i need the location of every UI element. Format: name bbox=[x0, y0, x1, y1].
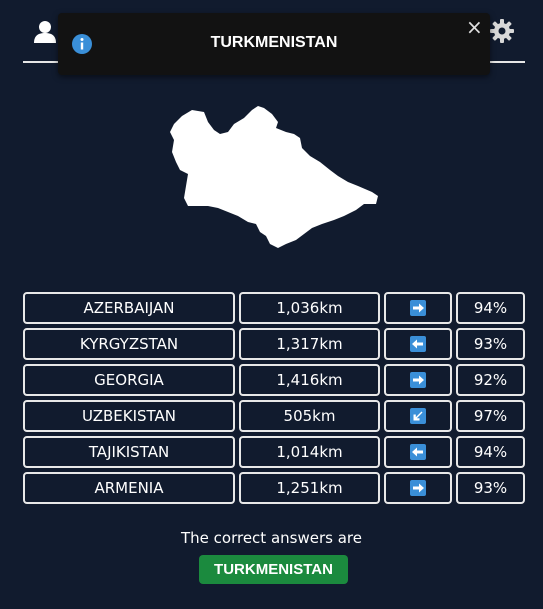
arrow-right-icon bbox=[410, 480, 426, 496]
guess-table: AZERBAIJAN 1,036km 94% KYRGYZSTAN 1,317km 93%… bbox=[23, 292, 525, 508]
guess-row: GEORGIA 1,416km 92% bbox=[23, 364, 525, 396]
arrow-left-icon bbox=[410, 336, 426, 352]
guess-country: ARMENIA bbox=[23, 472, 235, 504]
guess-row: ARMENIA 1,251km 93% bbox=[23, 472, 525, 504]
guess-country: AZERBAIJAN bbox=[23, 292, 235, 324]
guess-row: TAJIKISTAN 1,014km 94% bbox=[23, 436, 525, 468]
guess-country: KYRGYZSTAN bbox=[23, 328, 235, 360]
guess-proximity: 93% bbox=[456, 328, 525, 360]
guess-proximity: 93% bbox=[456, 472, 525, 504]
guess-direction bbox=[384, 292, 452, 324]
guess-proximity: 94% bbox=[456, 436, 525, 468]
gear-icon[interactable] bbox=[489, 18, 515, 44]
arrow-left-icon bbox=[410, 444, 426, 460]
user-icon[interactable] bbox=[34, 20, 56, 44]
info-icon bbox=[72, 34, 92, 54]
toast-notification: TURKMENISTAN × bbox=[58, 13, 490, 75]
guess-distance: 1,317km bbox=[239, 328, 380, 360]
guess-proximity: 92% bbox=[456, 364, 525, 396]
correct-answer-badge: TURKMENISTAN bbox=[199, 555, 348, 584]
guess-distance: 1,014km bbox=[239, 436, 380, 468]
arrow-right-icon bbox=[410, 300, 426, 316]
toast-title: TURKMENISTAN bbox=[210, 34, 338, 51]
guess-row: AZERBAIJAN 1,036km 94% bbox=[23, 292, 525, 324]
guess-country: GEORGIA bbox=[23, 364, 235, 396]
guess-row: KYRGYZSTAN 1,317km 93% bbox=[23, 328, 525, 360]
guess-row: UZBEKISTAN 505km 97% bbox=[23, 400, 525, 432]
close-button[interactable]: × bbox=[466, 15, 483, 39]
guess-country: UZBEKISTAN bbox=[23, 400, 235, 432]
guess-distance: 505km bbox=[239, 400, 380, 432]
guess-direction bbox=[384, 328, 452, 360]
guess-direction bbox=[384, 400, 452, 432]
guess-distance: 1,036km bbox=[239, 292, 380, 324]
arrow-right-icon bbox=[410, 372, 426, 388]
guess-proximity: 94% bbox=[456, 292, 525, 324]
arrow-down-left-icon bbox=[410, 408, 426, 424]
result-message: The correct answers are bbox=[181, 529, 362, 547]
country-silhouette bbox=[170, 106, 378, 248]
guess-distance: 1,416km bbox=[239, 364, 380, 396]
guess-proximity: 97% bbox=[456, 400, 525, 432]
guess-direction bbox=[384, 472, 452, 504]
guess-direction bbox=[384, 364, 452, 396]
guess-country: TAJIKISTAN bbox=[23, 436, 235, 468]
guess-direction bbox=[384, 436, 452, 468]
guess-distance: 1,251km bbox=[239, 472, 380, 504]
